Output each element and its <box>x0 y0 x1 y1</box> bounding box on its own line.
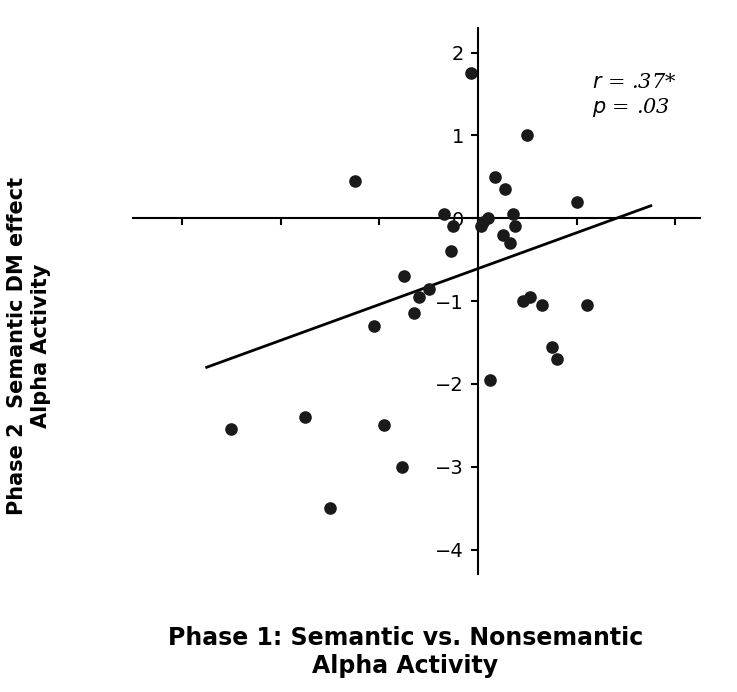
Point <box>571 196 583 207</box>
Point <box>497 229 509 240</box>
Point <box>482 212 494 224</box>
Point <box>396 461 408 472</box>
Point <box>522 130 534 141</box>
Point <box>368 320 380 331</box>
Point <box>423 283 435 294</box>
Point <box>581 300 593 311</box>
Point <box>408 308 420 319</box>
Text: Phase 1: Semantic vs. Nonsemantic
Alpha Activity: Phase 1: Semantic vs. Nonsemantic Alpha … <box>168 626 643 678</box>
Point <box>447 221 459 232</box>
Text: Phase 2  Semantic DM effect
Alpha Activity: Phase 2 Semantic DM effect Alpha Activit… <box>7 177 51 515</box>
Point <box>226 424 237 435</box>
Point <box>438 208 450 219</box>
Point <box>398 271 410 282</box>
Point <box>524 291 536 302</box>
Point <box>509 221 521 232</box>
Point <box>413 291 425 302</box>
Point <box>475 221 486 232</box>
Point <box>517 295 528 307</box>
Point <box>551 354 563 365</box>
Point <box>378 420 390 431</box>
Point <box>349 175 360 186</box>
Point <box>546 341 558 352</box>
Point <box>500 183 511 194</box>
Point <box>537 300 548 311</box>
Point <box>507 208 519 219</box>
Text: $r$ = .37*
$p$ = .03: $r$ = .37* $p$ = .03 <box>592 73 677 118</box>
Point <box>489 171 501 182</box>
Point <box>465 68 477 79</box>
Point <box>484 374 496 385</box>
Point <box>477 217 489 228</box>
Point <box>445 246 457 257</box>
Point <box>299 412 311 423</box>
Point <box>324 502 336 513</box>
Point <box>504 237 516 248</box>
